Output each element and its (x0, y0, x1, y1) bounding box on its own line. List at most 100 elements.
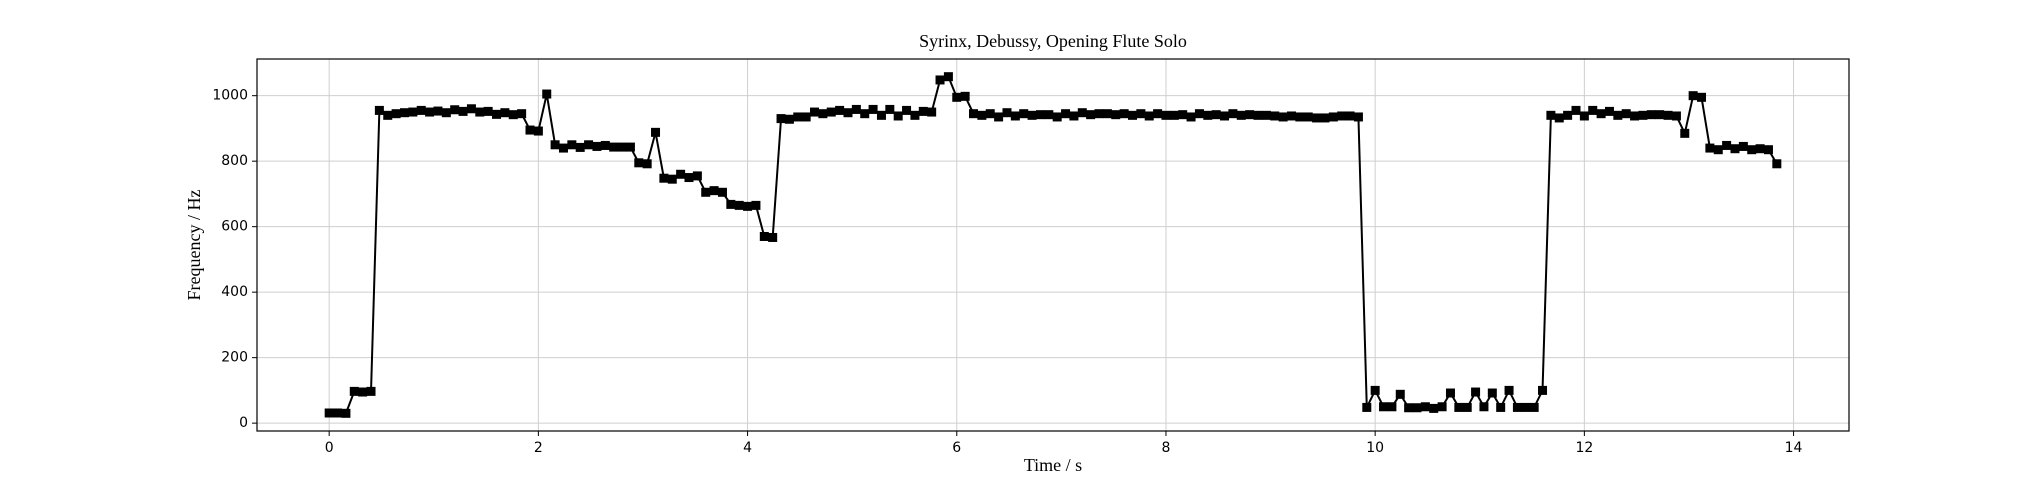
data-point (1370, 385, 1380, 395)
data-point (1462, 402, 1472, 412)
y-tick-label: 600 (221, 219, 248, 235)
data-point (1604, 106, 1614, 116)
data-point (935, 75, 945, 85)
x-tick-label: 0 (325, 440, 334, 456)
data-point (1529, 402, 1539, 412)
data-point (818, 109, 828, 119)
data-point (1705, 143, 1715, 153)
data-point (1345, 111, 1355, 121)
data-point (1111, 110, 1121, 120)
data-point (567, 140, 577, 150)
data-point (1504, 385, 1514, 395)
data-point (1161, 110, 1171, 120)
data-point (1596, 109, 1606, 119)
data-point (1186, 112, 1196, 122)
data-point (952, 92, 962, 102)
data-point (1178, 110, 1188, 120)
data-point (701, 187, 711, 197)
data-point (985, 109, 995, 119)
data-point (500, 108, 510, 118)
y-tick-label: 200 (221, 350, 248, 366)
data-point (1153, 109, 1163, 119)
data-point (1278, 112, 1288, 122)
data-point (1286, 111, 1296, 121)
data-point (843, 108, 853, 118)
data-point (517, 109, 527, 119)
data-point (1194, 109, 1204, 119)
data-point (851, 104, 861, 114)
data-point (1136, 109, 1146, 119)
data-point (994, 112, 1004, 122)
data-point (868, 104, 878, 114)
data-point (1387, 402, 1397, 412)
data-point (1102, 109, 1112, 119)
data-point (492, 109, 502, 119)
data-point (1010, 111, 1020, 121)
data-point (1579, 111, 1589, 121)
data-point (1445, 388, 1455, 398)
data-point (1747, 145, 1757, 155)
data-point (676, 169, 686, 179)
data-point (399, 108, 409, 118)
data-point (1261, 110, 1271, 120)
data-point (408, 107, 418, 117)
data-point (416, 105, 426, 115)
data-point (717, 187, 727, 197)
data-point (542, 89, 552, 99)
y-tick-label: 800 (221, 153, 248, 169)
y-tick-label: 0 (239, 415, 248, 431)
data-point (709, 186, 719, 196)
data-point (592, 141, 602, 151)
data-point (1496, 402, 1506, 412)
data-point (793, 112, 803, 122)
data-point (1546, 110, 1556, 120)
data-point (1127, 110, 1137, 120)
data-point (743, 201, 753, 211)
data-point (1203, 110, 1213, 120)
data-point (1697, 92, 1707, 102)
data-point (1538, 385, 1548, 395)
data-point (1362, 402, 1372, 412)
data-point (533, 126, 543, 136)
data-point (1019, 109, 1029, 119)
data-point (969, 109, 979, 119)
data-point (1646, 110, 1656, 120)
data-point (1772, 159, 1782, 169)
data-point (1027, 110, 1037, 120)
data-point (751, 200, 761, 210)
data-point (349, 386, 359, 396)
data-point (768, 232, 778, 242)
data-point (784, 114, 794, 124)
x-tick-label: 14 (1785, 440, 1803, 456)
data-point (885, 104, 895, 114)
data-point (475, 107, 485, 117)
data-point (1437, 402, 1447, 412)
data-point (1270, 111, 1280, 121)
data-point (1420, 402, 1430, 412)
data-point (684, 173, 694, 183)
x-tick-label: 10 (1366, 440, 1384, 456)
plot-frame (256, 58, 1850, 432)
data-point (1429, 403, 1439, 413)
data-point (659, 173, 669, 183)
data-point (1228, 109, 1238, 119)
data-point (726, 199, 736, 209)
data-point (600, 140, 610, 150)
x-tick-label: 6 (952, 440, 961, 456)
data-point (810, 107, 820, 117)
data-point (425, 107, 435, 117)
data-point (558, 143, 568, 153)
data-point (1353, 112, 1363, 122)
data-point (1169, 110, 1179, 120)
data-point (918, 106, 928, 116)
data-point (1471, 387, 1481, 397)
data-point (1588, 105, 1598, 115)
data-point (860, 109, 870, 119)
data-point (1086, 110, 1096, 120)
data-point (341, 408, 351, 418)
data-point (575, 142, 585, 152)
data-point (1487, 388, 1497, 398)
data-point (902, 105, 912, 115)
x-tick-label: 12 (1575, 440, 1593, 456)
